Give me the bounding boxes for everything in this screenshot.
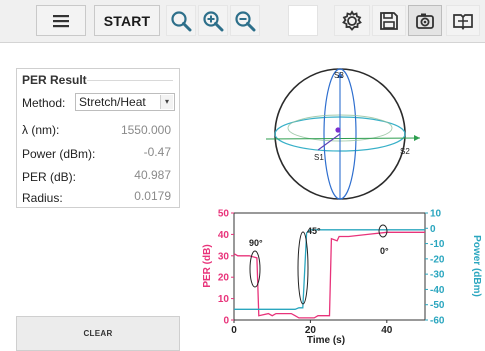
- marker-45-ellipse: [297, 231, 309, 305]
- zoom-in-button[interactable]: [198, 5, 228, 36]
- s1-axis: [317, 133, 341, 151]
- toolbar: START: [0, 0, 485, 43]
- x-tick-label: 0: [231, 325, 237, 336]
- y-left-tick-label: 40: [218, 230, 230, 241]
- s1-label: S1: [314, 153, 324, 162]
- panel-title: PER Result: [22, 73, 87, 87]
- method-label: Method:: [22, 96, 66, 110]
- annotation-90: 90°: [249, 238, 263, 248]
- per-value: 40.987: [134, 168, 171, 182]
- zoom-out-icon: [235, 10, 256, 31]
- zoom-fit-icon: [171, 10, 192, 31]
- s2-label: S2: [400, 147, 410, 156]
- gear-icon: [342, 9, 362, 31]
- y-axis-left-label: PER (dB): [202, 244, 213, 287]
- clear-button-label: CLEAR: [83, 329, 113, 338]
- save-icon: [380, 11, 398, 30]
- save-button[interactable]: [372, 5, 406, 36]
- marker-0-ellipse: [378, 224, 388, 238]
- x-axis-label: Time (s): [307, 335, 345, 346]
- radius-label: Radius:: [22, 191, 63, 205]
- s2-arrowhead: [414, 135, 420, 141]
- settings-button[interactable]: [334, 5, 370, 36]
- book-icon: [453, 13, 473, 30]
- y-left-tick-label: 50: [218, 209, 230, 220]
- per-series-line: [233, 231, 425, 319]
- zoom-out-button[interactable]: [230, 5, 260, 36]
- chevron-down-icon: ▾: [160, 95, 173, 109]
- y-left-tick-label: 20: [218, 273, 230, 284]
- y-right-tick-label: -40: [430, 285, 445, 296]
- y-right-tick-label: -50: [430, 300, 445, 311]
- y-right-tick-label: 0: [430, 224, 436, 235]
- y-right-tick-label: -20: [430, 254, 445, 265]
- y-right-tick-label: -30: [430, 270, 445, 281]
- radius-value: 0.0179: [134, 189, 171, 203]
- zoom-fit-button[interactable]: [166, 5, 196, 36]
- y-right-tick-label: -60: [430, 316, 445, 327]
- s2-axis: [265, 137, 421, 140]
- wavelength-value: 1550.000: [120, 123, 171, 137]
- y-right-tick-label: -10: [430, 239, 445, 250]
- y-axis-right-label: Power (dBm): [471, 235, 482, 297]
- manual-button[interactable]: [446, 5, 480, 36]
- menu-button[interactable]: [36, 5, 86, 36]
- panel-divider: [87, 80, 173, 81]
- poincare-sphere: S3 S2 S1: [265, 68, 421, 200]
- power-label: Power (dBm):: [22, 147, 96, 161]
- annotation-0: 0°: [380, 246, 389, 256]
- zoom-in-icon: [203, 10, 224, 31]
- y-right-tick-label: 10: [430, 209, 442, 220]
- per-result-panel: PER Result Method: Stretch/Heat ▾ λ (nm)…: [16, 68, 180, 208]
- snapshot-button[interactable]: [408, 5, 442, 36]
- clear-button[interactable]: CLEAR: [16, 316, 180, 351]
- annotation-45: 45°: [307, 226, 321, 236]
- power-series-line: [234, 229, 425, 310]
- method-select[interactable]: Stretch/Heat ▾: [75, 93, 175, 111]
- camera-icon: [416, 13, 434, 29]
- s3-arrowhead: [337, 72, 343, 78]
- start-button[interactable]: START: [94, 5, 160, 36]
- method-select-value: Stretch/Heat: [79, 95, 146, 109]
- start-button-label: START: [103, 12, 151, 29]
- marker-90-ellipse: [249, 250, 261, 288]
- y-left-tick-label: 0: [223, 316, 229, 327]
- y-left-tick-label: 10: [218, 294, 230, 305]
- power-value: -0.47: [143, 145, 171, 159]
- polarization-point: [335, 127, 341, 133]
- s3-label: S3: [334, 71, 344, 80]
- toolbar-spacer: [288, 5, 318, 36]
- x-tick-label: 20: [305, 325, 317, 336]
- wavelength-label: λ (nm):: [22, 123, 60, 137]
- per-label: PER (dB):: [22, 170, 77, 184]
- x-tick-label: 40: [381, 325, 393, 336]
- y-left-tick-label: 30: [218, 251, 230, 262]
- menu-icon: [53, 14, 69, 27]
